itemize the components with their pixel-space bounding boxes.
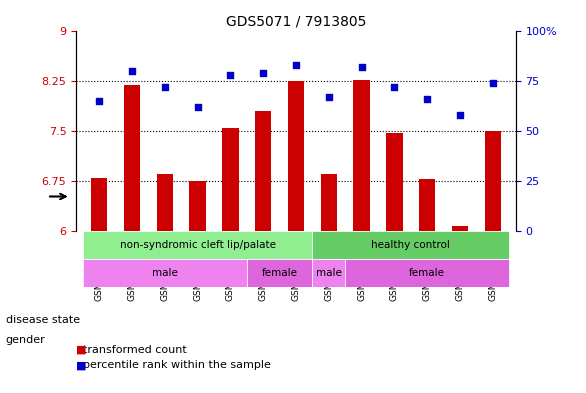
Text: ■: ■ [76,360,87,371]
Text: percentile rank within the sample: percentile rank within the sample [76,360,271,371]
Bar [156,174,173,231]
FancyBboxPatch shape [345,259,509,287]
Point [160,84,169,90]
Bar [124,84,140,231]
FancyBboxPatch shape [312,259,345,287]
Point [390,84,399,90]
Point [193,104,202,110]
Text: transformed count: transformed count [76,345,187,355]
Text: female: female [261,268,298,278]
Bar [452,226,468,231]
Point [357,64,366,70]
Point [455,112,465,118]
Text: disease state: disease state [6,315,80,325]
Point [291,62,301,68]
Bar [353,80,370,231]
Bar [255,111,271,231]
Bar [386,132,403,231]
Point [94,98,104,105]
Text: ■: ■ [76,345,87,355]
FancyBboxPatch shape [83,259,247,287]
Point [423,96,432,103]
Bar [485,131,501,231]
Bar [321,174,337,231]
Bar [222,128,239,231]
Text: gender: gender [6,335,46,345]
Point [324,94,333,101]
Text: non-syndromic cleft lip/palate: non-syndromic cleft lip/palate [120,240,275,250]
FancyBboxPatch shape [83,231,312,259]
Text: female: female [409,268,445,278]
Text: male: male [316,268,342,278]
Point [488,80,498,86]
Point [127,68,137,75]
Bar [91,178,107,231]
Bar [189,181,206,231]
Title: GDS5071 / 7913805: GDS5071 / 7913805 [226,15,366,29]
Point [258,70,268,77]
Text: healthy control: healthy control [372,240,450,250]
FancyBboxPatch shape [312,231,509,259]
FancyBboxPatch shape [247,259,312,287]
Point [226,72,235,79]
Bar [419,179,435,231]
Bar [288,81,304,231]
Text: male: male [152,268,178,278]
